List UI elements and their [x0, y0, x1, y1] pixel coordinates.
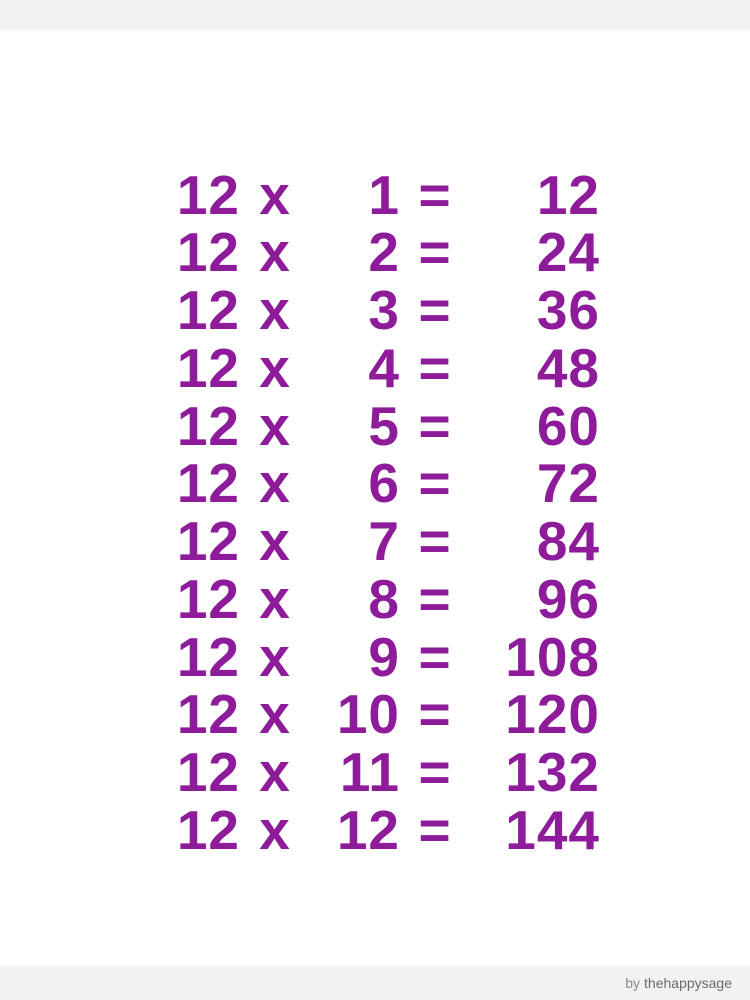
footer-by-label: by	[625, 975, 640, 991]
multiplicand: 12	[150, 571, 240, 629]
times-symbol: x	[240, 744, 310, 802]
times-symbol: x	[240, 224, 310, 282]
equals-symbol: =	[400, 282, 470, 340]
table-row: 12x3=36	[150, 282, 600, 340]
multiplier: 1	[310, 167, 400, 225]
multiplier: 2	[310, 224, 400, 282]
equals-symbol: =	[400, 629, 470, 687]
table-row: 12x11=132	[150, 744, 600, 802]
product: 60	[470, 398, 600, 456]
table-row: 12x9=108	[150, 629, 600, 687]
table-row: 12x6=72	[150, 455, 600, 513]
equals-symbol: =	[400, 744, 470, 802]
multiplicand: 12	[150, 340, 240, 398]
table-row: 12x7=84	[150, 513, 600, 571]
equals-symbol: =	[400, 455, 470, 513]
product: 12	[470, 167, 600, 225]
times-symbol: x	[240, 340, 310, 398]
table-row: 12x4=48	[150, 340, 600, 398]
multiplicand: 12	[150, 744, 240, 802]
multiplier: 9	[310, 629, 400, 687]
product: 24	[470, 224, 600, 282]
multiplication-table: 12x1=1212x2=2412x3=3612x4=4812x5=6012x6=…	[150, 167, 600, 860]
equals-symbol: =	[400, 802, 470, 860]
equals-symbol: =	[400, 224, 470, 282]
table-row: 12x12=144	[150, 802, 600, 860]
multiplicand: 12	[150, 455, 240, 513]
product: 132	[470, 744, 600, 802]
multiplicand: 12	[150, 167, 240, 225]
multiplier: 5	[310, 398, 400, 456]
equals-symbol: =	[400, 167, 470, 225]
product: 84	[470, 513, 600, 571]
multiplier: 6	[310, 455, 400, 513]
product: 144	[470, 802, 600, 860]
times-symbol: x	[240, 455, 310, 513]
times-symbol: x	[240, 629, 310, 687]
multiplier: 8	[310, 571, 400, 629]
product: 48	[470, 340, 600, 398]
equals-symbol: =	[400, 571, 470, 629]
equals-symbol: =	[400, 686, 470, 744]
multiplier: 10	[310, 686, 400, 744]
table-row: 12x2=24	[150, 224, 600, 282]
footer-bar: by thehappysage	[0, 966, 750, 1000]
multiplier: 11	[310, 744, 400, 802]
times-symbol: x	[240, 571, 310, 629]
multiplicand: 12	[150, 802, 240, 860]
top-bar	[0, 0, 750, 30]
table-row: 12x5=60	[150, 398, 600, 456]
table-row: 12x8=96	[150, 571, 600, 629]
product: 96	[470, 571, 600, 629]
times-symbol: x	[240, 513, 310, 571]
times-symbol: x	[240, 282, 310, 340]
equals-symbol: =	[400, 513, 470, 571]
multiplier: 12	[310, 802, 400, 860]
table-row: 12x1=12	[150, 167, 600, 225]
equals-symbol: =	[400, 398, 470, 456]
multiplicand: 12	[150, 398, 240, 456]
times-symbol: x	[240, 167, 310, 225]
multiplier: 4	[310, 340, 400, 398]
multiplicand: 12	[150, 224, 240, 282]
times-symbol: x	[240, 398, 310, 456]
footer-author-link[interactable]: thehappysage	[644, 975, 732, 991]
multiplicand: 12	[150, 282, 240, 340]
multiplicand: 12	[150, 686, 240, 744]
multiplier: 3	[310, 282, 400, 340]
product: 108	[470, 629, 600, 687]
table-row: 12x10=120	[150, 686, 600, 744]
times-symbol: x	[240, 802, 310, 860]
times-symbol: x	[240, 686, 310, 744]
multiplicand: 12	[150, 513, 240, 571]
poster-area: 12x1=1212x2=2412x3=3612x4=4812x5=6012x6=…	[0, 30, 750, 966]
product: 36	[470, 282, 600, 340]
multiplicand: 12	[150, 629, 240, 687]
product: 72	[470, 455, 600, 513]
equals-symbol: =	[400, 340, 470, 398]
product: 120	[470, 686, 600, 744]
multiplier: 7	[310, 513, 400, 571]
